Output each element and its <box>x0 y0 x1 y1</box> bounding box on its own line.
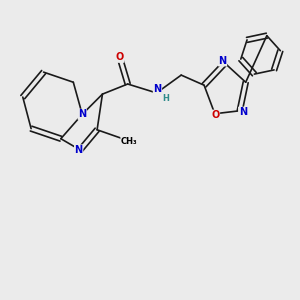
Text: N: N <box>78 109 86 119</box>
Text: N: N <box>75 145 83 155</box>
Text: CH₃: CH₃ <box>121 136 137 146</box>
Text: O: O <box>116 52 124 62</box>
Text: N: N <box>153 84 161 94</box>
Text: N: N <box>239 107 247 117</box>
Text: O: O <box>211 110 220 120</box>
Text: N: N <box>218 56 226 66</box>
Text: H: H <box>162 94 169 103</box>
